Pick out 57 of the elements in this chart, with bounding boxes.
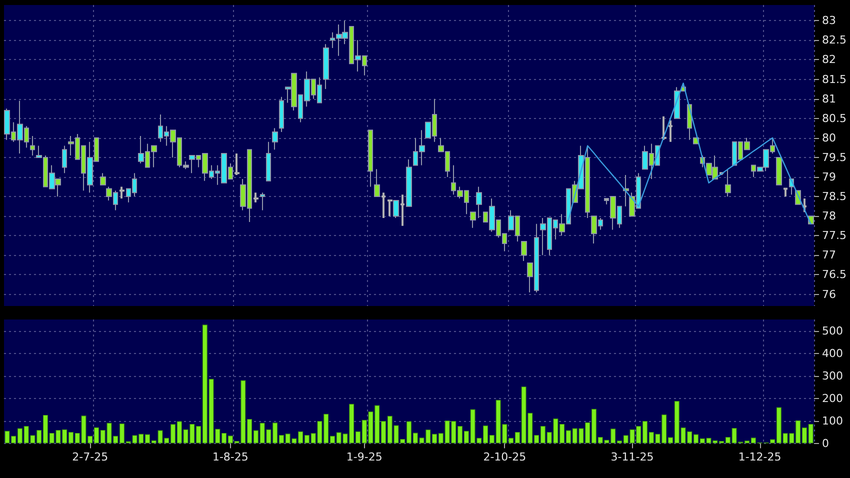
y-tick-label: 80: [822, 131, 836, 144]
candlestick: [718, 172, 724, 176]
y-tick-label: 300: [822, 369, 843, 382]
y-tick-label: 500: [822, 324, 843, 338]
x-tick-label: 3-11-25: [610, 450, 654, 464]
y-tick-label: 82: [822, 53, 836, 66]
y-tick-label: 200: [822, 392, 843, 405]
candlestick: [476, 186, 482, 219]
y-tick-label: 400: [822, 346, 843, 360]
y-tick-label: 79: [822, 170, 836, 184]
x-tick-label: 2-10-25: [483, 450, 526, 464]
candlestick: [234, 152, 240, 176]
y-tick-label: 0: [822, 436, 829, 450]
candlestick: [660, 115, 668, 141]
candlestick: [252, 192, 260, 204]
candlestick: [725, 168, 731, 198]
line-series: [568, 82, 812, 225]
candlestick: [776, 156, 782, 186]
candlestick: [279, 96, 284, 133]
candlestick: [374, 168, 380, 198]
candlestick: [521, 241, 527, 262]
candlestick: [266, 141, 271, 182]
y-tick-label: 78: [822, 210, 836, 223]
y-tick-label: 77.5: [822, 229, 846, 242]
y-tick-label: 76: [822, 288, 836, 301]
y-tick-label: 81: [822, 92, 836, 106]
candlestick: [368, 130, 373, 188]
candlestick: [406, 158, 412, 207]
candlestick: [62, 145, 67, 174]
candlestick: [260, 192, 265, 211]
candlestick: [802, 198, 808, 214]
candlestick: [668, 119, 674, 143]
y-tick-label: 100: [822, 414, 843, 428]
candlestick: [323, 44, 329, 90]
y-tick-label: 82.5: [822, 34, 846, 47]
candlestick: [272, 128, 278, 150]
y-tick-label: 78.5: [822, 190, 846, 204]
x-tick-label: 1-8-25: [212, 450, 248, 464]
candlestick: [100, 172, 106, 186]
candlestick: [30, 135, 35, 156]
y-tick-label: 76.5: [822, 268, 846, 282]
x-tick-label: 2-7-25: [72, 450, 108, 464]
y-tick-label: 77: [822, 248, 836, 262]
candlestick: [470, 212, 476, 228]
candlestick: [623, 174, 629, 207]
y-tick-label: 83: [822, 14, 836, 28]
x-tick-label: 1-12-25: [738, 450, 782, 464]
candlestick: [393, 200, 399, 219]
y-tick-label: 79.5: [822, 150, 846, 164]
candlestick: [118, 186, 126, 200]
y-tick-label: 81.5: [822, 72, 846, 86]
candlestick: [386, 199, 394, 218]
x-tick-label: 1-9-25: [346, 450, 382, 464]
candlestick: [380, 192, 386, 220]
candlestick: [400, 194, 406, 227]
candlestick: [782, 188, 788, 198]
y-tick-label: 80.5: [822, 112, 846, 125]
